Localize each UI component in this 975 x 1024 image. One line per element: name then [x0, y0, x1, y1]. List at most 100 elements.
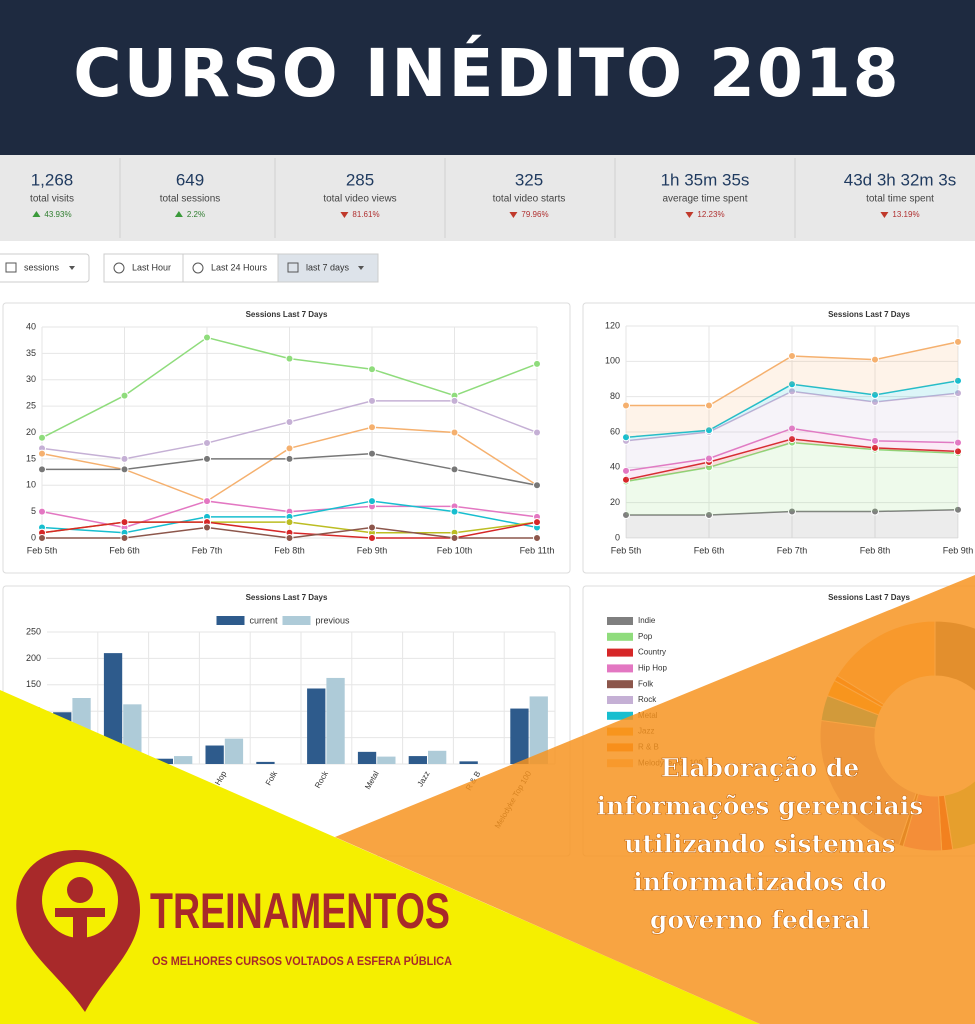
range-button[interactable]: [182, 253, 279, 283]
stat-change: 43.93%: [44, 210, 71, 219]
legend-label: Rock: [638, 695, 657, 704]
legend-label: current: [250, 615, 279, 625]
point: [533, 481, 541, 490]
bar: [408, 756, 427, 764]
legend-label: Folk: [638, 679, 654, 688]
x-tick-label: Feb 7th: [192, 545, 223, 555]
y-tick-label: 5: [31, 506, 36, 516]
point: [954, 376, 962, 385]
point: [38, 465, 46, 474]
point: [368, 423, 376, 432]
overlay-line: informatizados do: [633, 868, 886, 897]
bar: [307, 688, 326, 764]
legend-swatch: [282, 616, 311, 625]
stat-value: 285: [346, 170, 374, 189]
stat-label: total sessions: [160, 194, 221, 205]
panel-frame: [582, 302, 975, 574]
point: [705, 401, 713, 410]
point: [120, 391, 129, 400]
point: [788, 424, 796, 433]
bar: [428, 750, 447, 764]
y-tick-label: 20: [610, 497, 620, 507]
area-fill: [626, 341, 958, 438]
point: [38, 507, 46, 516]
panel-frame: [2, 302, 571, 574]
point: [285, 518, 294, 527]
range-label: Last 24 Hours: [211, 262, 268, 272]
bar: [224, 738, 244, 764]
y-tick-label: 30: [26, 374, 36, 384]
point: [705, 454, 713, 463]
y-tick-label: 80: [610, 391, 620, 401]
area-fill: [626, 391, 958, 471]
point: [450, 396, 459, 405]
y-tick-label: 0: [615, 532, 620, 542]
bar: [154, 758, 173, 764]
bar: [326, 677, 345, 764]
y-tick-label: 120: [605, 320, 620, 330]
header-bar: [0, 0, 975, 155]
stat-change: 81.61%: [352, 210, 379, 219]
point: [203, 454, 211, 463]
stat-change: 12.23%: [697, 210, 724, 219]
range-icon: [113, 262, 125, 274]
chart-title: Sessions Last 7 Days: [246, 310, 328, 319]
point: [954, 337, 962, 346]
point: [954, 438, 962, 447]
y-tick-label: 15: [26, 453, 36, 463]
bar: [377, 756, 396, 764]
point: [533, 428, 541, 437]
legend-swatch: [216, 616, 245, 625]
x-tick-label: Feb 10th: [437, 545, 473, 555]
x-tick-label: Feb 5th: [27, 545, 58, 555]
metric-select[interactable]: [0, 253, 90, 283]
point: [203, 333, 211, 342]
overlay-line: utilizando sistemas: [624, 830, 895, 859]
stat-value: 1,268: [31, 170, 74, 189]
x-tick-label: Feb 9th: [943, 545, 974, 555]
point: [871, 436, 879, 445]
bar: [459, 761, 478, 764]
caret: [358, 266, 364, 270]
point: [788, 435, 796, 444]
point: [285, 444, 294, 453]
point: [450, 507, 459, 516]
x-tick-label: Feb 9th: [357, 545, 388, 555]
legend-label: Hip Hop: [638, 664, 667, 673]
overlay: TREINAMENTOS OS MELHORES CURSOS VOLTADOS…: [0, 575, 975, 1024]
y-tick-label: 200: [26, 653, 41, 663]
y-tick-label: 60: [610, 426, 620, 436]
bar: [510, 708, 529, 764]
point: [38, 534, 46, 542]
stat-value: 649: [176, 170, 204, 189]
stat-arrow: [509, 212, 518, 218]
point: [954, 389, 962, 398]
bar: [174, 756, 193, 764]
point: [871, 355, 879, 364]
point: [871, 390, 879, 399]
overlay-line: informações gerenciais: [597, 792, 924, 821]
point: [954, 447, 962, 456]
controls: sessions Last Hour Last 24 Hours last 7 day…: [0, 253, 379, 283]
bar: [357, 751, 377, 764]
x-tick-label: Feb 6th: [694, 545, 725, 555]
point: [533, 518, 541, 527]
point: [368, 449, 376, 458]
y-tick-label: 0: [31, 532, 36, 542]
stat-label: total time spent: [866, 194, 934, 205]
header-title: CURSO INÉDITO 2018: [73, 34, 900, 112]
point: [368, 396, 376, 405]
overlay-line: governo federal: [650, 906, 870, 935]
point: [622, 433, 630, 442]
bar: [256, 761, 275, 764]
point: [622, 466, 630, 475]
logo-name: TREINAMENTOS: [150, 883, 450, 939]
point: [120, 518, 129, 527]
chart-panel: Sessions Last 7 Days 0 5 10 15 20 25 30 35 40 Feb …: [2, 302, 571, 574]
y-tick-label: 25: [26, 401, 36, 411]
legend-label: previous: [316, 615, 351, 625]
point: [203, 523, 211, 532]
logo-head: [67, 877, 93, 903]
stat-change: 13.19%: [892, 210, 919, 219]
y-tick-label: 20: [26, 427, 36, 437]
